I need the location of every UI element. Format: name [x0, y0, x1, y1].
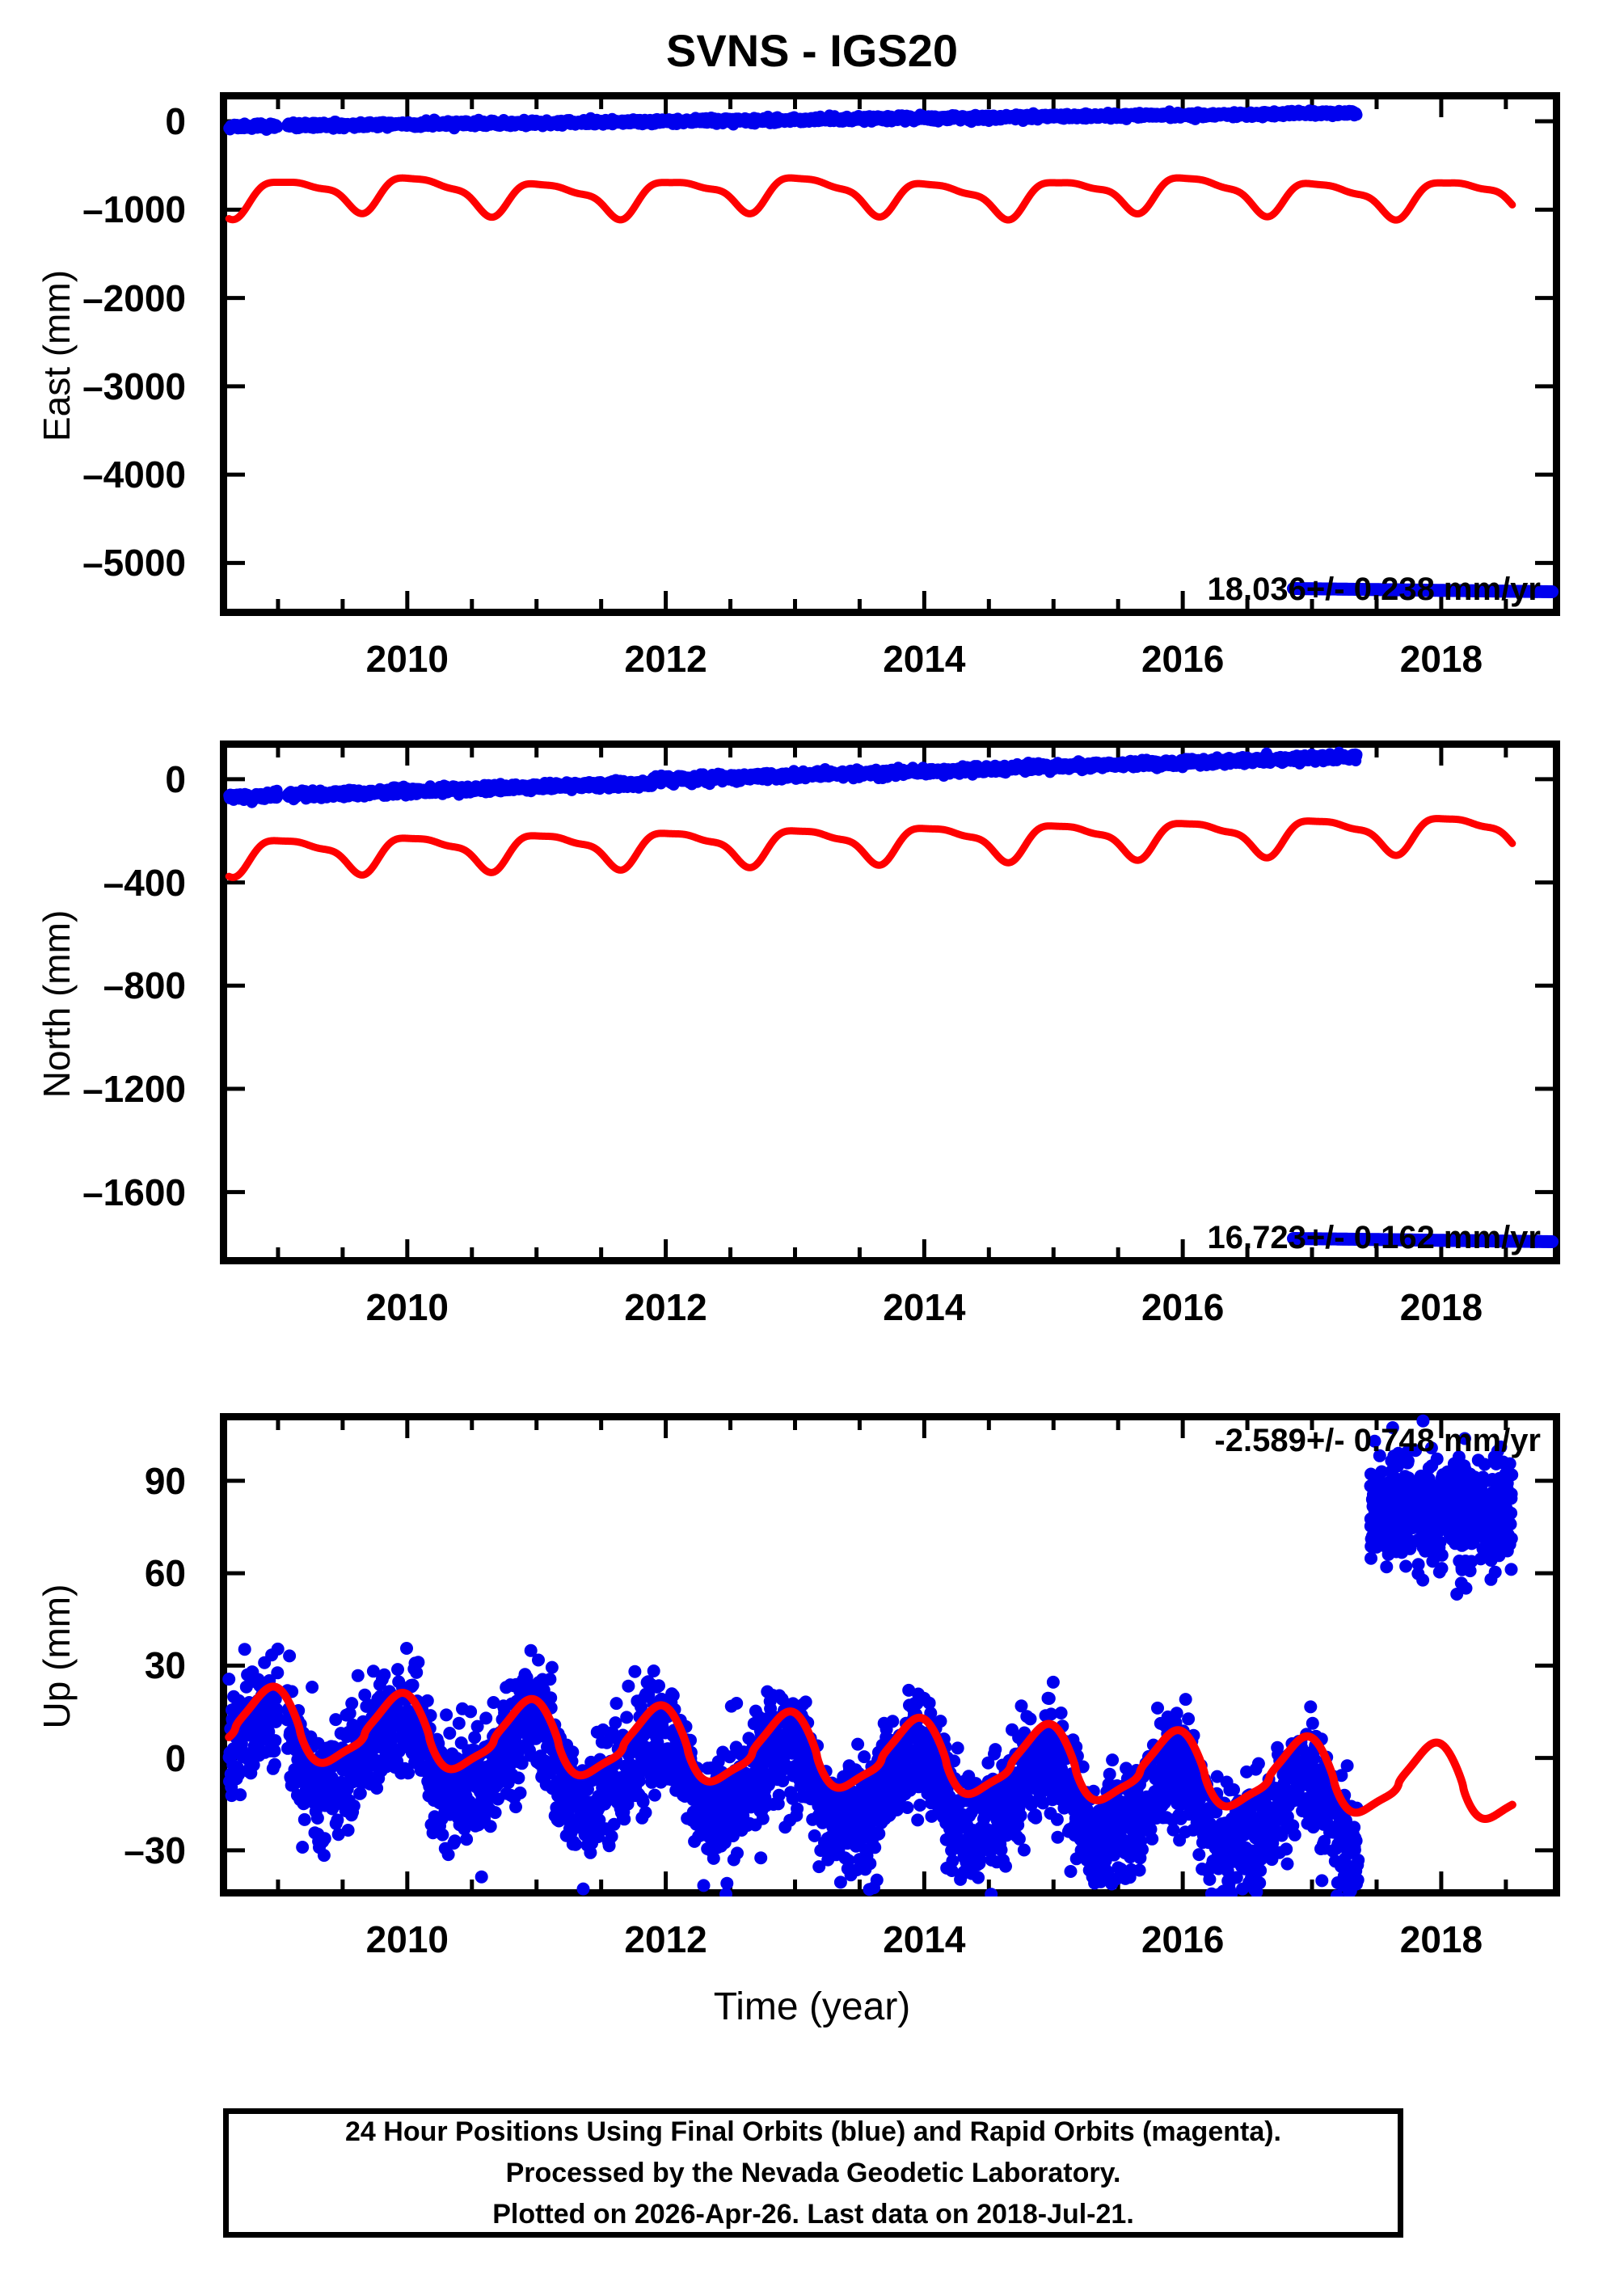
up-rate-annotation: -2.589+/- 0.748 mm/yr	[1214, 1423, 1541, 1458]
panel-east: 18.036+/- 0.238 mm/yr	[220, 92, 1560, 616]
north-ytick-label: –1200	[82, 1067, 186, 1110]
north-ytick-label: –1600	[82, 1171, 186, 1213]
caption-line-2: Processed by the Nevada Geodetic Laborat…	[505, 2157, 1121, 2188]
panel-north-frame	[220, 740, 1560, 1264]
panel-east-frame	[220, 92, 1560, 616]
up-xtick-label: 2010	[365, 1918, 449, 1960]
up-xtick-label: 2012	[624, 1918, 707, 1960]
east-xtick-label: 2014	[883, 638, 966, 680]
panel-north: 16.723+/- 0.162 mm/yr	[220, 740, 1560, 1264]
east-xtick-label: 2016	[1141, 638, 1225, 680]
north-ytick-label: 0	[165, 757, 186, 800]
x-axis-label: Time (year)	[713, 1985, 911, 2028]
up-xtick-label: 2016	[1141, 1918, 1225, 1960]
north-rate-annotation: 16.723+/- 0.162 mm/yr	[1207, 1220, 1541, 1255]
east-ytick-label: –2000	[82, 276, 186, 319]
east-xtick-label: 2010	[365, 638, 449, 680]
north-ytick-label: –800	[103, 964, 186, 1007]
east-ytick-label: 0	[165, 100, 186, 143]
panel-up-plot-area	[222, 1414, 1556, 1897]
up-ytick-label: 0	[165, 1736, 186, 1779]
caption-line-3: Plotted on 2026-Apr-26. Last data on 201…	[492, 2198, 1134, 2230]
up-xtick-label: 2018	[1399, 1918, 1483, 1960]
north-ytick-label: –400	[103, 861, 186, 904]
east-xtick-label: 2018	[1399, 638, 1483, 680]
east-xtick-label: 2012	[624, 638, 707, 680]
north-xtick-label: 2012	[624, 1286, 707, 1328]
up-ytick-label: 90	[144, 1459, 186, 1502]
north-xtick-label: 2010	[365, 1286, 449, 1328]
north-xtick-label: 2018	[1399, 1286, 1483, 1328]
up-ytick-label: –30	[124, 1829, 186, 1871]
panel-north-plot-area	[223, 745, 1559, 1260]
east-rate-annotation: 18.036+/- 0.238 mm/yr	[1207, 572, 1541, 607]
east-ytick-label: –4000	[82, 454, 186, 496]
page-title: SVNS - IGS20	[665, 25, 959, 76]
east-ytick-label: –3000	[82, 365, 186, 407]
east-axis-label: East (mm)	[36, 269, 78, 442]
east-ytick-label: –1000	[82, 188, 186, 231]
north-xtick-label: 2016	[1141, 1286, 1225, 1328]
up-xtick-label: 2014	[883, 1918, 966, 1960]
east-ytick-label: –5000	[82, 542, 186, 584]
up-ytick-label: 30	[144, 1644, 186, 1687]
panel-east-plot-area	[223, 96, 1559, 612]
north-xtick-label: 2014	[883, 1286, 966, 1328]
caption-line-1: 24 Hour Positions Using Final Orbits (bl…	[345, 2116, 1281, 2147]
caption-box: 24 Hour Positions Using Final Orbits (bl…	[223, 2108, 1403, 2238]
panel-up: -2.589+/- 0.748 mm/yr	[220, 1413, 1560, 1897]
up-ytick-label: 60	[144, 1552, 186, 1595]
